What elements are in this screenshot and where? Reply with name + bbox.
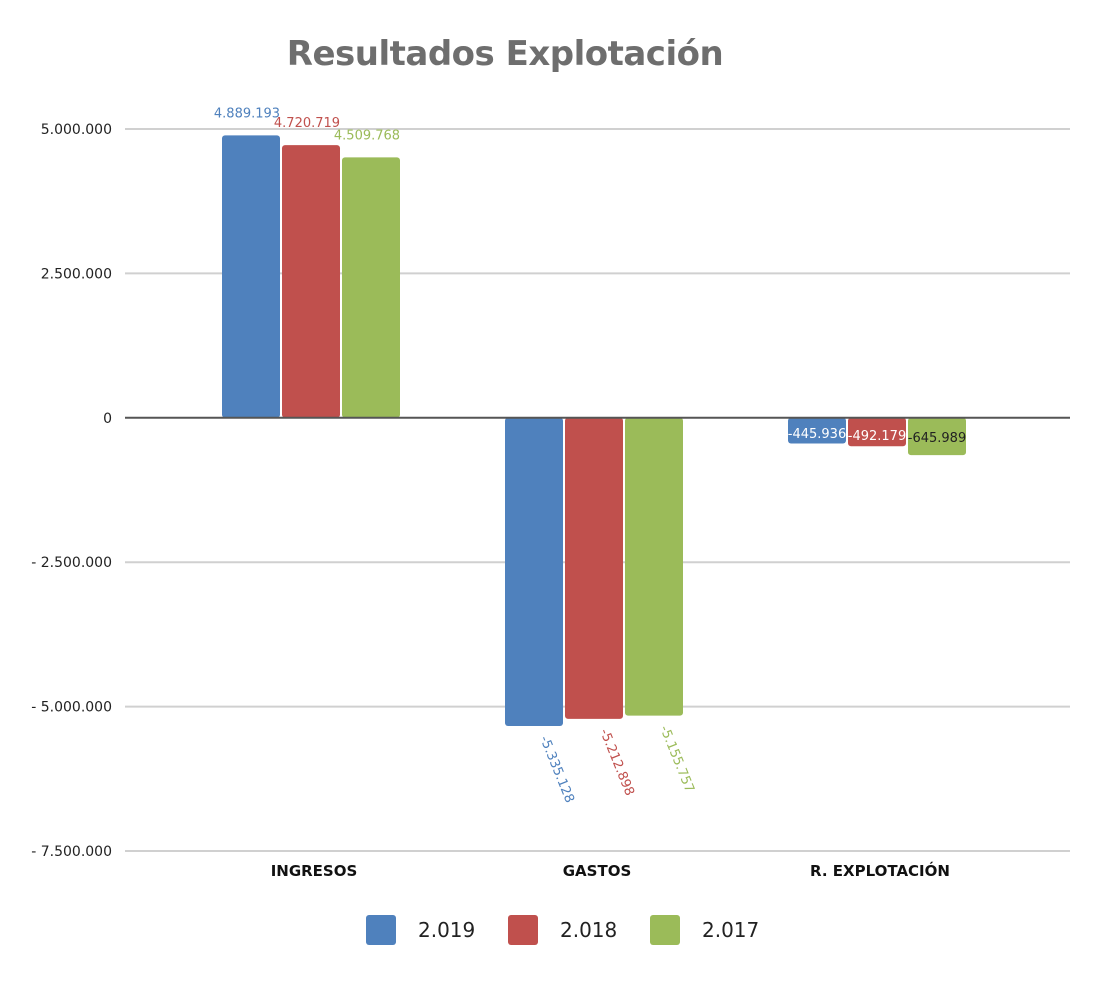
- data-label: 4.720.719: [274, 116, 340, 131]
- data-label: -645.989: [908, 431, 966, 446]
- y-tick-label: - 7.500.000: [31, 844, 112, 860]
- legend-swatch: [366, 915, 396, 945]
- bar: [908, 417, 966, 456]
- legend-label: 2.018: [560, 918, 618, 942]
- legend: 2.019 2.018 2.017: [0, 912, 1110, 948]
- bar: [222, 135, 280, 418]
- x-axis-tick-labels: INGRESOS GASTOS R. EXPLOTACIÓN: [271, 861, 950, 880]
- y-tick-label: 5.000.000: [41, 122, 112, 138]
- y-tick-label: - 2.500.000: [31, 555, 112, 571]
- legend-item: 2.019: [366, 912, 475, 948]
- data-label: -5.335.128: [536, 734, 576, 805]
- x-tick-label: INGRESOS: [271, 862, 358, 880]
- x-tick-label: GASTOS: [563, 862, 632, 880]
- legend-item: 2.018: [508, 912, 617, 948]
- plot-area: 5.000.000 2.500.000 0 - 2.500.000 - 5.000.00…: [31, 106, 1070, 880]
- legend-item: 2.017: [650, 912, 759, 948]
- data-label: -5.212.898: [596, 727, 636, 798]
- bar: [505, 417, 563, 726]
- data-label: -5.155.757: [656, 723, 696, 794]
- y-tick-label: 0: [103, 411, 112, 427]
- bars: [222, 135, 966, 726]
- chart-title: Resultados Explotación: [286, 34, 724, 74]
- bar: [342, 157, 400, 418]
- legend-swatch: [650, 915, 680, 945]
- bar: [788, 417, 846, 444]
- data-label: 4.509.768: [334, 128, 400, 143]
- data-label: 4.889.193: [214, 106, 280, 121]
- data-label: -445.936: [788, 427, 846, 442]
- y-axis-tick-labels: 5.000.000 2.500.000 0 - 2.500.000 - 5.000.00…: [31, 122, 112, 860]
- legend-swatch: [508, 915, 538, 945]
- legend-label: 2.019: [418, 918, 476, 942]
- x-tick-label: R. EXPLOTACIÓN: [810, 861, 950, 880]
- data-label: -492.179: [848, 429, 906, 444]
- legend-label: 2.017: [702, 918, 760, 942]
- bar: [565, 417, 623, 719]
- y-tick-label: 2.500.000: [41, 266, 112, 282]
- bar: [625, 417, 683, 716]
- y-tick-label: - 5.000.000: [31, 700, 112, 716]
- bar: [282, 145, 340, 418]
- bar: [848, 417, 906, 447]
